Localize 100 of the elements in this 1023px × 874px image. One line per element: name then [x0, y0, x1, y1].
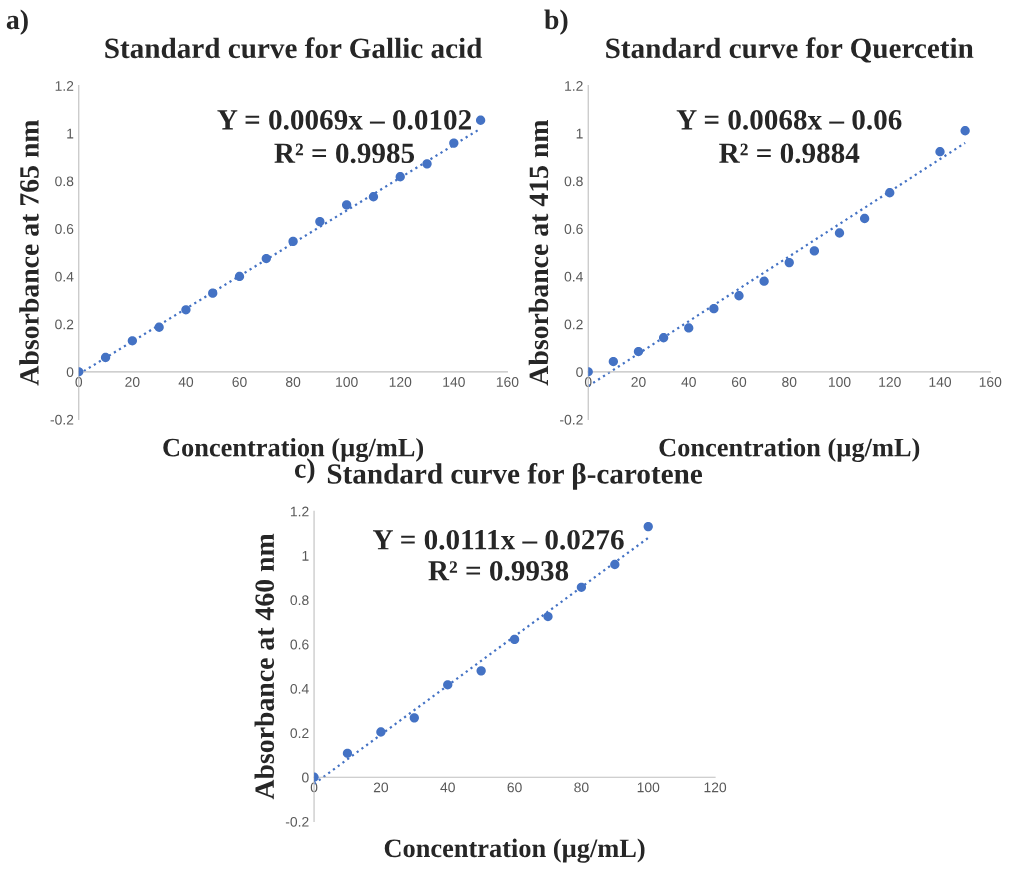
point	[208, 288, 218, 298]
x-tick-label: 40	[178, 377, 194, 387]
point	[960, 126, 970, 136]
y-tick-label: 0.4	[290, 683, 309, 694]
point	[543, 611, 553, 622]
annotation: R² = 0.9938	[428, 560, 569, 581]
annotation: Y = 0.0069x – 0.0102	[217, 110, 471, 130]
point	[443, 680, 453, 690]
point	[342, 748, 353, 758]
y-tick-label: -0.2	[285, 816, 309, 827]
point	[608, 356, 619, 367]
y-tick-label: 0.6	[290, 639, 309, 650]
x-tick-label: 40	[440, 782, 455, 793]
x-tick-label: 60	[731, 377, 747, 387]
chart-title: Standard curve for β-carotene	[327, 462, 703, 490]
point	[127, 336, 138, 346]
y-tick-label: 1.2	[290, 506, 309, 517]
annotation: R² = 0.9985	[274, 143, 415, 164]
point	[885, 188, 895, 198]
point	[784, 257, 794, 268]
y-tick-label: 1	[67, 128, 74, 139]
y-axis-title: Absorbance at 765 nm	[19, 119, 39, 386]
point	[633, 346, 644, 357]
annotation: Y = 0.0068x – 0.06	[676, 110, 902, 130]
x-tick-label: 140	[443, 377, 465, 387]
y-tick-label: 0.6	[55, 224, 74, 234]
y-tick-label: 0.2	[55, 319, 74, 330]
y-tick-label: -0.2	[560, 414, 583, 425]
x-tick-label: 120	[389, 377, 412, 387]
point	[409, 713, 419, 723]
point	[288, 236, 298, 247]
x-tick-label: 80	[782, 377, 797, 387]
x-axis-title: Concentration (µg/mL)	[384, 838, 645, 863]
point	[734, 291, 744, 301]
point	[643, 521, 653, 532]
x-tick-label: 80	[285, 377, 301, 387]
x-tick-label: 20	[125, 377, 140, 387]
point	[315, 216, 325, 227]
x-tick-label: 0	[75, 377, 83, 387]
x-tick-label: 80	[574, 782, 589, 793]
chart-title: Standard curve for Gallic acid	[105, 37, 483, 59]
point	[475, 115, 486, 125]
y-tick-label: 0	[576, 367, 583, 377]
x-tick-label: 20	[373, 782, 389, 793]
point	[100, 352, 111, 363]
y-tick-label: 0.8	[55, 176, 74, 187]
point	[509, 634, 520, 645]
x-tick-label: 60	[232, 377, 247, 387]
point	[376, 727, 386, 737]
text: b)	[544, 9, 568, 35]
y-tick-label: 0	[302, 772, 309, 783]
point	[234, 271, 245, 282]
y-tick-label: 1.2	[565, 80, 583, 91]
y-tick-label: 0.2	[290, 728, 309, 739]
point	[576, 582, 587, 592]
point	[395, 172, 405, 182]
x-tick-label: 0	[584, 377, 592, 387]
point	[759, 276, 769, 286]
point	[154, 322, 164, 332]
x-tick-label: 100	[828, 377, 851, 387]
y-tick-label: 0.4	[564, 271, 583, 282]
point	[261, 253, 271, 264]
x-tick-label: 60	[507, 782, 522, 793]
point	[610, 559, 620, 570]
y-tick-label: 0	[66, 367, 74, 377]
x-tick-label: 100	[637, 782, 660, 793]
point	[859, 213, 870, 224]
point	[422, 159, 432, 169]
y-tick-label: 0.8	[564, 176, 583, 187]
y-axis-title: Absorbance at 415 nm	[528, 119, 549, 386]
point	[449, 138, 459, 148]
y-axis-title: Absorbance at 460 nm	[254, 533, 275, 800]
y-tick-label: 0.6	[564, 224, 583, 234]
point	[684, 323, 694, 333]
point	[476, 666, 486, 676]
chart-title: Standard curve for Quercetin	[606, 37, 974, 63]
point	[658, 333, 669, 343]
point	[935, 147, 945, 157]
point	[368, 192, 379, 202]
text: a)	[6, 9, 28, 35]
point	[342, 200, 352, 210]
x-tick-label: 160	[979, 377, 1002, 387]
point	[809, 246, 820, 256]
annotation: R² = 0.9884	[719, 143, 860, 164]
x-tick-label: 100	[336, 377, 358, 387]
point	[181, 305, 191, 315]
y-tick-label: -0.2	[50, 414, 74, 425]
x-tick-label: 20	[631, 377, 646, 387]
y-tick-label: 1.2	[55, 80, 74, 91]
y-tick-label: 0.2	[564, 319, 583, 330]
point	[834, 228, 845, 238]
y-tick-label: 1	[576, 128, 583, 139]
annotation: Y = 0.0111x – 0.0276	[372, 529, 624, 550]
x-tick-label: 40	[681, 377, 696, 387]
x-tick-label: 140	[929, 377, 952, 387]
point	[709, 303, 719, 314]
y-tick-label: 0.4	[55, 271, 74, 282]
x-tick-label: 120	[879, 377, 901, 387]
y-tick-label: 0.8	[290, 595, 309, 606]
x-axis-title: Concentration (µg/mL)	[659, 437, 920, 463]
